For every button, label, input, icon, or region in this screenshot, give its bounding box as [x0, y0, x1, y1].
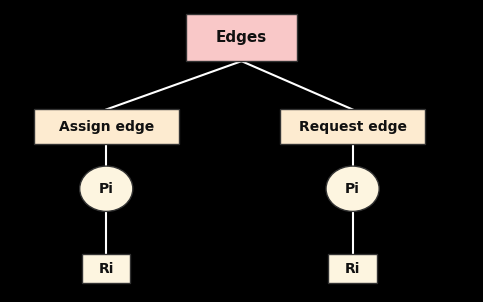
FancyBboxPatch shape	[328, 254, 377, 283]
Ellipse shape	[326, 166, 379, 211]
FancyBboxPatch shape	[34, 110, 179, 144]
Text: Pi: Pi	[345, 182, 360, 196]
FancyBboxPatch shape	[280, 110, 425, 144]
Text: Request edge: Request edge	[298, 120, 407, 134]
FancyBboxPatch shape	[186, 14, 297, 61]
Text: Pi: Pi	[99, 182, 114, 196]
Text: Edges: Edges	[216, 30, 267, 45]
Text: Assign edge: Assign edge	[58, 120, 154, 134]
FancyBboxPatch shape	[82, 254, 130, 283]
Ellipse shape	[80, 166, 133, 211]
Text: Ri: Ri	[345, 262, 360, 276]
Text: Ri: Ri	[99, 262, 114, 276]
